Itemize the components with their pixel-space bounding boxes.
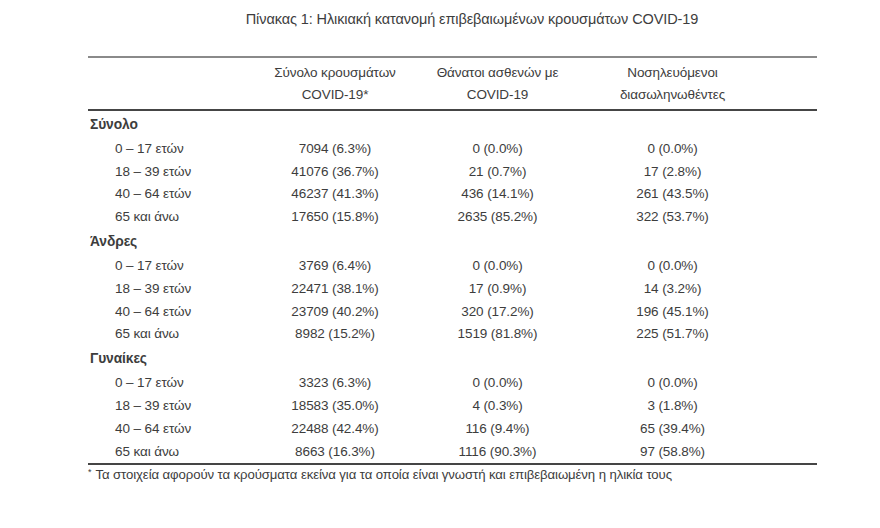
age-group-cell: 0 – 17 ετών bbox=[88, 254, 255, 277]
cases-cell: 22488 (42.4%) bbox=[255, 417, 415, 440]
deaths-cell: 0 (0.0%) bbox=[415, 137, 580, 160]
section-women: Γυναίκες bbox=[88, 345, 817, 371]
table-footnote: * Τα στοιχεία αφορούν τα κρούσματα εκείνα… bbox=[88, 467, 848, 482]
cases-cell: 18583 (35.0%) bbox=[255, 394, 415, 417]
report-page: Πίνακας 1: Ηλικιακή κατανομή επιβεβαιωμέ… bbox=[0, 0, 880, 528]
covid-age-distribution-table: Σύνολο κρουσμάτων COVID-19* Θάνατοι ασθε… bbox=[88, 56, 817, 465]
intubated-cell: 97 (58.8%) bbox=[580, 440, 765, 464]
header-total-cases: Σύνολο κρουσμάτων COVID-19* bbox=[255, 57, 415, 110]
table-row: 0 – 17 ετών 7094 (6.3%) 0 (0.0%) 0 (0.0%… bbox=[88, 137, 817, 160]
header-deaths-line2: COVID-19 bbox=[415, 84, 580, 106]
header-filler bbox=[765, 57, 817, 110]
filler-cell bbox=[765, 371, 817, 394]
intubated-cell: 225 (51.7%) bbox=[580, 323, 765, 346]
table-row: 18 – 39 ετών 18583 (35.0%) 4 (0.3%) 3 (1… bbox=[88, 394, 817, 417]
cases-cell: 23709 (40.2%) bbox=[255, 300, 415, 323]
header-intubated: Νοσηλευόμενοι διασωληνωθέντες bbox=[580, 57, 765, 110]
deaths-cell: 2635 (85.2%) bbox=[415, 205, 580, 228]
section-label: Άνδρες bbox=[88, 228, 817, 254]
age-group-cell: 65 και άνω bbox=[88, 323, 255, 346]
intubated-cell: 0 (0.0%) bbox=[580, 371, 765, 394]
deaths-cell: 320 (17.2%) bbox=[415, 300, 580, 323]
deaths-cell: 4 (0.3%) bbox=[415, 394, 580, 417]
table-row: 40 – 64 ετών 46237 (41.3%) 436 (14.1%) 2… bbox=[88, 183, 817, 206]
table-row: 65 και άνω 8982 (15.2%) 1519 (81.8%) 225… bbox=[88, 323, 817, 346]
age-group-cell: 0 – 17 ετών bbox=[88, 371, 255, 394]
cases-cell: 8982 (15.2%) bbox=[255, 323, 415, 346]
footnote-text: Τα στοιχεία αφορούν τα κρούσματα εκείνα … bbox=[95, 467, 672, 482]
table-row: 65 και άνω 8663 (16.3%) 1116 (90.3%) 97 … bbox=[88, 440, 817, 464]
filler-cell bbox=[765, 417, 817, 440]
intubated-cell: 196 (45.1%) bbox=[580, 300, 765, 323]
age-group-cell: 18 – 39 ετών bbox=[88, 277, 255, 300]
age-group-cell: 40 – 64 ετών bbox=[88, 417, 255, 440]
cases-cell: 17650 (15.8%) bbox=[255, 205, 415, 228]
header-row: Σύνολο κρουσμάτων COVID-19* Θάνατοι ασθε… bbox=[88, 57, 817, 110]
section-men: Άνδρες bbox=[88, 228, 817, 254]
age-group-cell: 65 και άνω bbox=[88, 205, 255, 228]
intubated-cell: 0 (0.0%) bbox=[580, 254, 765, 277]
filler-cell bbox=[765, 137, 817, 160]
age-group-cell: 0 – 17 ετών bbox=[88, 137, 255, 160]
cases-cell: 8663 (16.3%) bbox=[255, 440, 415, 464]
header-intubated-line1: Νοσηλευόμενοι bbox=[580, 62, 765, 84]
intubated-cell: 65 (39.4%) bbox=[580, 417, 765, 440]
filler-cell bbox=[765, 254, 817, 277]
header-deaths-line1: Θάνατοι ασθενών με bbox=[415, 62, 580, 84]
filler-cell bbox=[765, 440, 817, 464]
age-group-cell: 40 – 64 ετών bbox=[88, 183, 255, 206]
header-total-cases-line2: COVID-19* bbox=[255, 84, 415, 106]
filler-cell bbox=[765, 394, 817, 417]
cases-cell: 22471 (38.1%) bbox=[255, 277, 415, 300]
data-table: Σύνολο κρουσμάτων COVID-19* Θάνατοι ασθε… bbox=[88, 56, 817, 465]
intubated-cell: 14 (3.2%) bbox=[580, 277, 765, 300]
filler-cell bbox=[765, 183, 817, 206]
deaths-cell: 436 (14.1%) bbox=[415, 183, 580, 206]
filler-cell bbox=[765, 205, 817, 228]
header-empty bbox=[88, 57, 255, 110]
cases-cell: 7094 (6.3%) bbox=[255, 137, 415, 160]
intubated-cell: 0 (0.0%) bbox=[580, 137, 765, 160]
filler-cell bbox=[765, 323, 817, 346]
deaths-cell: 0 (0.0%) bbox=[415, 254, 580, 277]
table-row: 18 – 39 ετών 41076 (36.7%) 21 (0.7%) 17 … bbox=[88, 160, 817, 183]
table-row: 0 – 17 ετών 3323 (6.3%) 0 (0.0%) 0 (0.0%… bbox=[88, 371, 817, 394]
header-total-cases-line1: Σύνολο κρουσμάτων bbox=[255, 62, 415, 84]
cases-cell: 41076 (36.7%) bbox=[255, 160, 415, 183]
table-row: 40 – 64 ετών 23709 (40.2%) 320 (17.2%) 1… bbox=[88, 300, 817, 323]
deaths-cell: 0 (0.0%) bbox=[415, 371, 580, 394]
deaths-cell: 21 (0.7%) bbox=[415, 160, 580, 183]
filler-cell bbox=[765, 160, 817, 183]
intubated-cell: 3 (1.8%) bbox=[580, 394, 765, 417]
section-label: Σύνολο bbox=[88, 110, 817, 137]
header-intubated-line2: διασωληνωθέντες bbox=[580, 84, 765, 106]
age-group-cell: 18 – 39 ετών bbox=[88, 160, 255, 183]
table-title: Πίνακας 1: Ηλικιακή κατανομή επιβεβαιωμέ… bbox=[0, 11, 880, 27]
intubated-cell: 322 (53.7%) bbox=[580, 205, 765, 228]
section-total: Σύνολο bbox=[88, 110, 817, 137]
deaths-cell: 1519 (81.8%) bbox=[415, 323, 580, 346]
intubated-cell: 17 (2.8%) bbox=[580, 160, 765, 183]
deaths-cell: 17 (0.9%) bbox=[415, 277, 580, 300]
table-row: 40 – 64 ετών 22488 (42.4%) 116 (9.4%) 65… bbox=[88, 417, 817, 440]
filler-cell bbox=[765, 300, 817, 323]
deaths-cell: 116 (9.4%) bbox=[415, 417, 580, 440]
deaths-cell: 1116 (90.3%) bbox=[415, 440, 580, 464]
intubated-cell: 261 (43.5%) bbox=[580, 183, 765, 206]
table-row: 18 – 39 ετών 22471 (38.1%) 17 (0.9%) 14 … bbox=[88, 277, 817, 300]
section-label: Γυναίκες bbox=[88, 345, 817, 371]
cases-cell: 3323 (6.3%) bbox=[255, 371, 415, 394]
age-group-cell: 40 – 64 ετών bbox=[88, 300, 255, 323]
age-group-cell: 65 και άνω bbox=[88, 440, 255, 464]
age-group-cell: 18 – 39 ετών bbox=[88, 394, 255, 417]
filler-cell bbox=[765, 277, 817, 300]
table-row: 0 – 17 ετών 3769 (6.4%) 0 (0.0%) 0 (0.0%… bbox=[88, 254, 817, 277]
table-row: 65 και άνω 17650 (15.8%) 2635 (85.2%) 32… bbox=[88, 205, 817, 228]
header-deaths: Θάνατοι ασθενών με COVID-19 bbox=[415, 57, 580, 110]
footnote-asterisk: * bbox=[88, 467, 91, 477]
cases-cell: 3769 (6.4%) bbox=[255, 254, 415, 277]
cases-cell: 46237 (41.3%) bbox=[255, 183, 415, 206]
